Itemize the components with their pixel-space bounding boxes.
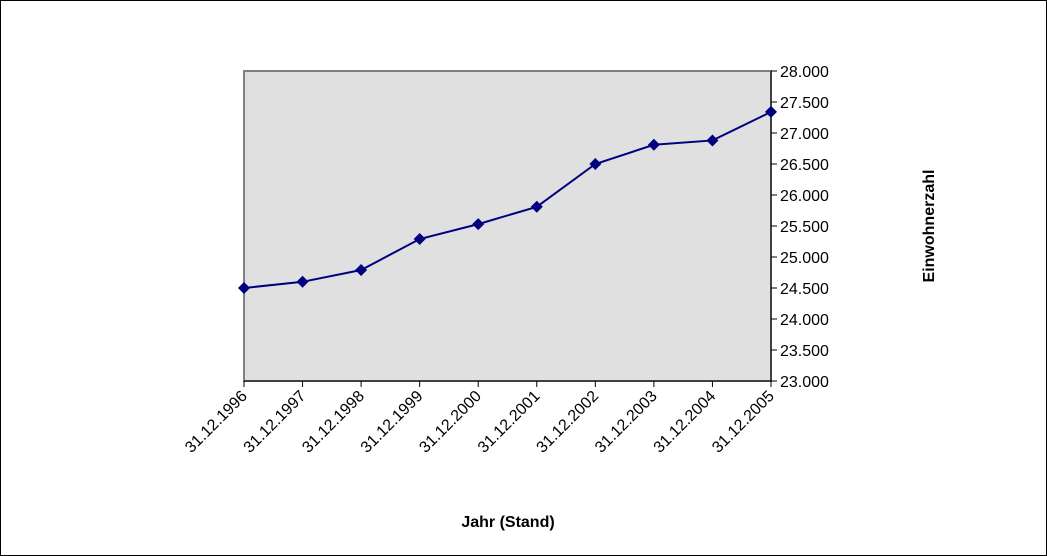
y-tick-label: 24.000	[780, 312, 829, 329]
data-point-marker	[355, 264, 368, 277]
y-tick-label: 27.500	[780, 95, 829, 112]
y-tick-label: 23.500	[780, 343, 829, 360]
plot-area	[243, 70, 772, 382]
data-point-marker	[706, 134, 719, 147]
x-tick-label: 31.12.1996	[182, 388, 251, 457]
x-tick-label: 31.12.2001	[475, 388, 544, 457]
x-tick-label: 31.12.2005	[709, 388, 778, 457]
x-tick-label: 31.12.2004	[651, 388, 720, 457]
x-axis-title: Jahr (Stand)	[461, 514, 554, 531]
data-point-marker	[238, 282, 250, 294]
data-point-marker	[765, 105, 777, 118]
x-tick-label: 31.12.1998	[299, 388, 368, 457]
y-tick-label: 24.500	[780, 281, 829, 298]
data-point-marker	[296, 275, 309, 288]
x-tick-label: 31.12.1999	[358, 388, 427, 457]
series-line	[243, 111, 772, 289]
y-axis-title: Einwohnerzahl	[921, 170, 938, 283]
data-point-marker	[530, 200, 543, 213]
data-point-marker	[413, 233, 426, 246]
y-tick-label: 25.000	[780, 250, 829, 267]
data-point-marker	[589, 158, 602, 170]
x-tick-label: 31.12.1997	[241, 388, 310, 457]
y-tick-label: 28.000	[780, 64, 829, 81]
series	[238, 105, 777, 294]
data-point-marker	[472, 218, 485, 231]
y-axis-ticks: 23.000 23.500 24.000 24.500 25.000 25.500 26.0…	[771, 64, 829, 391]
y-tick-label: 23.000	[780, 374, 829, 391]
y-tick-label: 26.500	[780, 157, 829, 174]
data-point-marker	[647, 138, 660, 151]
y-tick-label: 25.500	[780, 219, 829, 236]
x-tick-label: 31.12.2003	[592, 388, 661, 457]
y-tick-label: 27.000	[780, 126, 829, 143]
x-tick-label: 31.12.2000	[416, 388, 485, 457]
y-tick-label: 26.000	[780, 188, 829, 205]
x-tick-label: 31.12.2002	[534, 388, 603, 457]
x-axis-ticks: 31.12.199631.12.199731.12.199831.12.1999…	[182, 381, 778, 456]
